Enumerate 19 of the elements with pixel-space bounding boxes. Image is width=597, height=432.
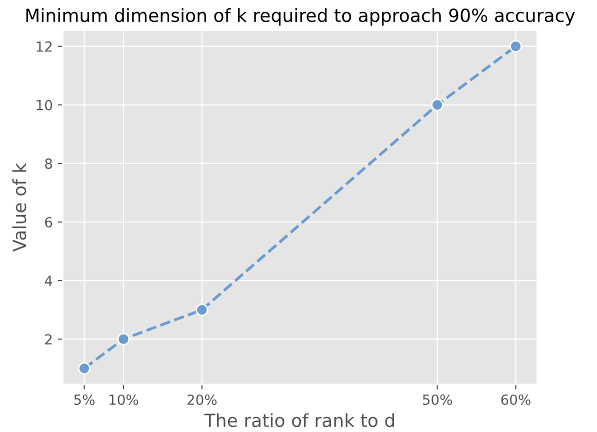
y-tick-label: 2 bbox=[45, 334, 52, 344]
point bbox=[431, 98, 444, 112]
point bbox=[78, 362, 91, 375]
y-axis-title: Value of k bbox=[12, 162, 26, 252]
x-axis-title: The ratio of rank to d bbox=[204, 413, 394, 428]
point bbox=[509, 40, 522, 53]
x-tick-label: 50% bbox=[422, 394, 452, 405]
x-tick-label: 5% bbox=[74, 394, 95, 405]
x-tick-label: 20% bbox=[188, 394, 217, 405]
point bbox=[196, 304, 208, 316]
point bbox=[117, 332, 130, 346]
y-tick-label: 8 bbox=[45, 158, 52, 169]
y-tick-label: 12 bbox=[36, 41, 52, 52]
x-tick-label: 60% bbox=[501, 394, 530, 405]
chart-title: Minimum dimension of k required to approach 90% accuracy bbox=[26, 8, 575, 26]
y-tick-label: 4 bbox=[44, 276, 52, 286]
y-tick-label: 10 bbox=[36, 100, 52, 110]
y-tick-label: 6 bbox=[45, 216, 52, 228]
x-tick-label: 10% bbox=[110, 394, 138, 405]
